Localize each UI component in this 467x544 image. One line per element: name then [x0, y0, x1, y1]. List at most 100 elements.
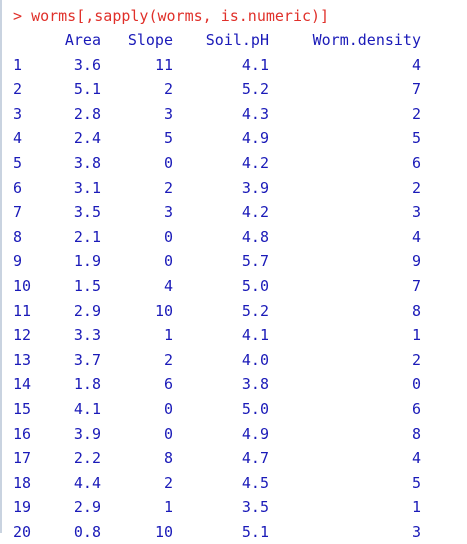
row-name: 11 [13, 301, 32, 320]
cell-soil-ph: 4.9 [241, 129, 269, 148]
row-name: 20 [13, 522, 32, 541]
column-header-soil-ph: Soil.pH [205, 31, 269, 49]
cell-worm-density: 5 [411, 129, 421, 148]
cell-soil-ph: 3.5 [241, 498, 269, 517]
row-name: 19 [13, 498, 32, 517]
cell-worm-density: 8 [411, 301, 421, 320]
data-frame-output: Area Slope Soil.pH Worm.density 1 3.6 11 4.… [13, 28, 421, 544]
command-line: > worms[,sapply(worms, is.numeric)] [13, 4, 329, 28]
row-name: 7 [13, 203, 23, 222]
table-row: 4 2.4 5 4.9 5 [13, 126, 421, 151]
cell-soil-ph: 3.8 [241, 375, 269, 394]
row-name: 5 [13, 153, 23, 172]
cell-area: 3.9 [73, 424, 101, 443]
row-name: 1 [13, 55, 23, 74]
row-name: 16 [13, 424, 32, 443]
cell-worm-density: 7 [411, 276, 421, 295]
cell-slope: 0 [163, 153, 173, 172]
cell-soil-ph: 4.2 [241, 153, 269, 172]
row-name: 10 [13, 276, 32, 295]
table-row: 6 3.1 2 3.9 2 [13, 176, 421, 201]
cell-worm-density: 5 [411, 473, 421, 492]
cell-worm-density: 7 [411, 80, 421, 99]
cell-slope: 10 [154, 522, 173, 541]
cell-area: 1.9 [73, 252, 101, 271]
cell-soil-ph: 4.2 [241, 203, 269, 222]
cell-worm-density: 6 [411, 153, 421, 172]
cell-worm-density: 3 [411, 203, 421, 222]
cell-slope: 2 [163, 350, 173, 369]
cell-slope: 5 [163, 129, 173, 148]
row-name: 13 [13, 350, 32, 369]
row-name: 12 [13, 326, 32, 345]
cell-soil-ph: 5.0 [241, 399, 269, 418]
command-text: worms[,sapply(worms, is.numeric)] [31, 7, 330, 25]
row-name: 3 [13, 104, 23, 123]
row-name: 18 [13, 473, 32, 492]
cell-soil-ph: 4.0 [241, 350, 269, 369]
cell-soil-ph: 5.7 [241, 252, 269, 271]
cell-worm-density: 8 [411, 424, 421, 443]
table-row: 20 0.8 10 5.1 3 [13, 520, 421, 544]
cell-slope: 3 [163, 203, 173, 222]
cell-area: 2.9 [73, 498, 101, 517]
cell-slope: 0 [163, 252, 173, 271]
console-prompt: > [13, 7, 23, 25]
table-row: 1 3.6 11 4.1 4 [13, 53, 421, 78]
cell-area: 3.8 [73, 153, 101, 172]
cell-slope: 2 [163, 473, 173, 492]
column-header-worm-density: Worm.density [312, 31, 421, 49]
cell-area: 3.6 [73, 55, 101, 74]
table-row: 17 2.2 8 4.7 4 [13, 446, 421, 471]
cell-area: 5.1 [73, 80, 101, 99]
row-name: 14 [13, 375, 32, 394]
cell-soil-ph: 5.0 [241, 276, 269, 295]
cell-soil-ph: 4.1 [241, 326, 269, 345]
cell-slope: 6 [163, 375, 173, 394]
cell-soil-ph: 4.7 [241, 449, 269, 468]
table-row: 13 3.7 2 4.0 2 [13, 348, 421, 373]
header-row: Area Slope Soil.pH Worm.density [13, 28, 421, 53]
cell-slope: 2 [163, 178, 173, 197]
cell-area: 3.5 [73, 203, 101, 222]
cell-soil-ph: 4.9 [241, 424, 269, 443]
table-row: 10 1.5 4 5.0 7 [13, 274, 421, 299]
table-row: 11 2.9 10 5.2 8 [13, 299, 421, 324]
cell-area: 3.3 [73, 326, 101, 345]
cell-slope: 3 [163, 104, 173, 123]
cell-area: 3.1 [73, 178, 101, 197]
cell-area: 2.1 [73, 227, 101, 246]
table-row: 18 4.4 2 4.5 5 [13, 471, 421, 496]
table-row: 19 2.9 1 3.5 1 [13, 495, 421, 520]
row-name: 2 [13, 80, 23, 99]
cell-area: 3.7 [73, 350, 101, 369]
row-name: 4 [13, 129, 23, 148]
cell-worm-density: 4 [411, 449, 421, 468]
cell-worm-density: 2 [411, 104, 421, 123]
table-row: 12 3.3 1 4.1 1 [13, 323, 421, 348]
cell-area: 4.1 [73, 399, 101, 418]
cell-slope: 4 [163, 276, 173, 295]
cell-worm-density: 1 [411, 498, 421, 517]
cell-slope: 1 [163, 498, 173, 517]
cell-area: 1.8 [73, 375, 101, 394]
console-output: Area Slope Soil.pH Worm.density 1 3.6 11 4.… [13, 28, 421, 544]
cell-slope: 10 [154, 301, 173, 320]
cell-area: 1.5 [73, 276, 101, 295]
cell-worm-density: 0 [411, 375, 421, 394]
table-row: 8 2.1 0 4.8 4 [13, 225, 421, 250]
cell-soil-ph: 4.3 [241, 104, 269, 123]
cell-worm-density: 6 [411, 399, 421, 418]
cell-worm-density: 2 [411, 350, 421, 369]
cell-soil-ph: 4.5 [241, 473, 269, 492]
cell-worm-density: 3 [411, 522, 421, 541]
cell-area: 4.4 [73, 473, 101, 492]
cell-slope: 1 [163, 326, 173, 345]
column-header-area: Area [64, 31, 101, 49]
table-row: 9 1.9 0 5.7 9 [13, 249, 421, 274]
cell-area: 2.9 [73, 301, 101, 320]
cell-slope: 8 [163, 449, 173, 468]
cell-worm-density: 2 [411, 178, 421, 197]
cell-area: 2.8 [73, 104, 101, 123]
